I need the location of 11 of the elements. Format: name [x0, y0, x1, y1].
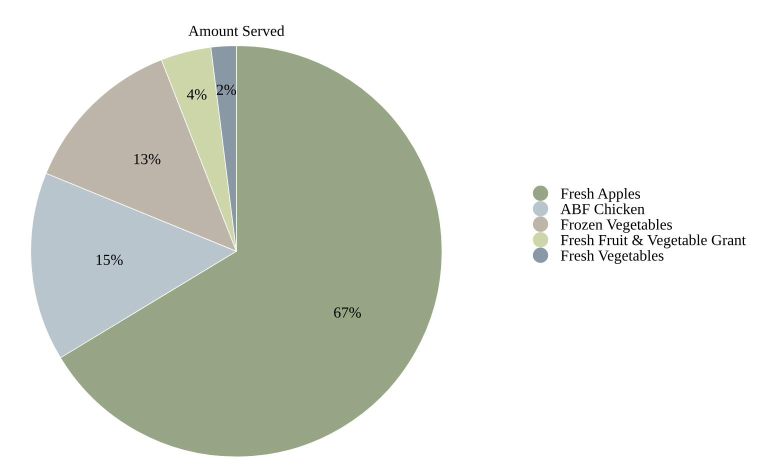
legend-label: ABF Chicken	[560, 203, 645, 214]
legend-label: Fresh Fruit & Vegetable Grant	[560, 234, 746, 248]
legend-label: Fresh Apples	[560, 188, 640, 202]
data-label: 13%	[134, 154, 160, 164]
data-label: 15%	[96, 254, 123, 266]
data-label: 2%	[216, 84, 236, 96]
data-label: 67%	[334, 307, 361, 318]
chart-title: Amount Served	[188, 25, 284, 36]
data-label: 4%	[186, 89, 207, 100]
legend-label: Fresh Vegetables	[560, 250, 664, 264]
legend-label: Frozen Vegetables	[560, 218, 672, 233]
